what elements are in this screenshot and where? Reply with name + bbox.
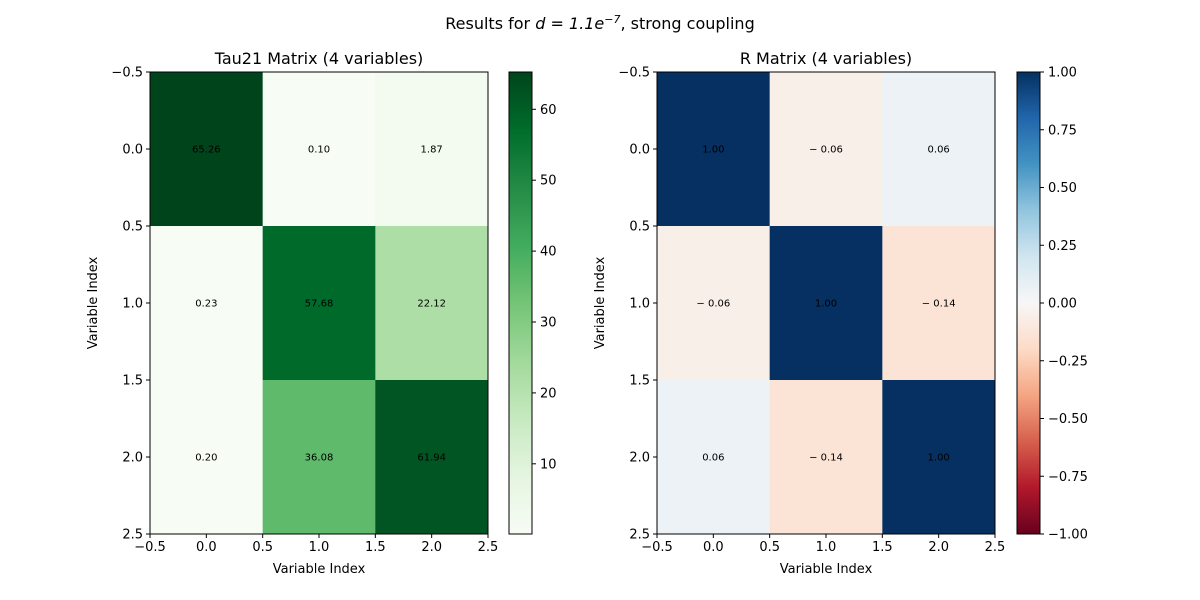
y-tick-label: 2.5	[629, 528, 650, 543]
cell-value-label: 36.08	[305, 453, 334, 464]
r-matrix-panel: 1.00 − 0.06 0.06 − 0.06 1.00 − 0.14 0.06 − 0.14…	[593, 49, 1088, 577]
y-tick-label: −0.5	[111, 66, 143, 81]
y-tick-label: 2.0	[629, 451, 650, 466]
x-axis-label: Variable Index	[780, 562, 873, 577]
colorbar-tick-label: 40	[540, 245, 557, 260]
figure-title-exponent: −7	[604, 13, 620, 26]
cell-value-label: 57.68	[305, 299, 334, 310]
heatmap-cell	[375, 226, 489, 381]
colorbar	[1016, 71, 1041, 535]
cell-value-label: 1.00	[928, 453, 950, 464]
x-tick-label: 2.0	[421, 540, 442, 555]
cell-value-label: 61.94	[417, 453, 446, 464]
cell-value-label: 65.26	[192, 145, 221, 156]
colorbar-tick-label: −0.75	[1048, 470, 1088, 485]
x-tick-label: 2.0	[928, 540, 949, 555]
cell-value-label: 1.00	[815, 299, 837, 310]
colorbar	[508, 71, 533, 535]
y-tick-label: 1.0	[122, 297, 143, 312]
y-tick-label: 0.0	[629, 143, 650, 158]
tau21-panel: 65.26 0.10 1.87 0.23 57.68 22.12 0.20 36.08 61.9…	[86, 49, 557, 577]
heatmap-cell	[769, 72, 883, 227]
x-tick-label: 0.5	[252, 540, 273, 555]
y-tick-label: 1.0	[629, 297, 650, 312]
heatmap-cell	[375, 380, 489, 535]
cell-value-label: 1.87	[421, 145, 443, 156]
y-tick-label: −0.5	[618, 66, 650, 81]
y-axis-label: Variable Index	[86, 256, 101, 349]
y-tick-label: 0.5	[122, 220, 143, 235]
colorbar-tick-label: 1.00	[1048, 66, 1077, 81]
colorbar-tick-label: 0.00	[1048, 297, 1077, 312]
colorbar-tick-label: 60	[540, 103, 557, 118]
x-tick-label: 1.0	[816, 540, 837, 555]
heatmap-cell	[375, 72, 489, 227]
heatmap-cell	[657, 226, 771, 381]
colorbar-tick-label: 0.75	[1048, 123, 1077, 138]
heatmap-cell	[150, 72, 264, 227]
y-tick-label: 1.5	[629, 374, 650, 389]
heatmap-cell	[769, 226, 883, 381]
colorbar-tick-label: 20	[540, 386, 557, 401]
x-tick-label: 0.0	[703, 540, 724, 555]
cell-value-label: − 0.14	[922, 299, 956, 310]
figure-title-math: d = 1.1e	[535, 14, 604, 33]
cell-value-label: 0.23	[195, 299, 217, 310]
colorbar-tick-label: 30	[540, 316, 557, 331]
colorbar-tick-label: 0.50	[1048, 181, 1077, 196]
y-axis-label: Variable Index	[593, 256, 608, 349]
heatmap-cell	[882, 380, 996, 535]
cell-value-label: − 0.14	[809, 453, 843, 464]
heatmap-cell	[882, 226, 996, 381]
y-tick-label: 1.5	[122, 374, 143, 389]
x-tick-label: 2.5	[478, 540, 499, 555]
x-tick-label: 1.0	[309, 540, 330, 555]
colorbar-tick-label: 50	[540, 174, 557, 189]
cell-value-label: 0.10	[308, 145, 330, 156]
heatmap-cell	[657, 72, 771, 227]
panel-title: R Matrix (4 variables)	[740, 49, 912, 68]
colorbar-tick-label: −1.00	[1048, 528, 1088, 543]
figure-title-suffix: , strong coupling	[620, 14, 754, 33]
colorbar-tick-label: −0.50	[1048, 412, 1088, 427]
x-tick-label: 1.5	[872, 540, 893, 555]
cell-value-label: 22.12	[417, 299, 446, 310]
heatmap-cell	[150, 226, 264, 381]
y-tick-label: 2.5	[122, 528, 143, 543]
x-tick-label: −0.5	[134, 540, 166, 555]
cell-value-label: 1.00	[702, 145, 724, 156]
y-tick-label: 2.0	[122, 451, 143, 466]
cell-value-label: 0.06	[702, 453, 724, 464]
x-tick-label: 1.5	[365, 540, 386, 555]
cell-value-label: 0.06	[928, 145, 950, 156]
x-tick-label: 0.5	[759, 540, 780, 555]
heatmap-cell	[657, 380, 771, 535]
heatmap-cell	[882, 72, 996, 227]
colorbar-tick-label: 0.25	[1048, 239, 1077, 254]
heatmap-cell	[262, 226, 376, 381]
heatmap-cell	[150, 380, 264, 535]
cell-value-label: − 0.06	[696, 299, 730, 310]
y-tick-label: 0.0	[122, 143, 143, 158]
figure-title-prefix: Results for	[445, 14, 535, 33]
heatmap-cell	[769, 380, 883, 535]
figure-title: Results for d = 1.1e−7, strong coupling	[445, 13, 754, 33]
cell-value-label: − 0.06	[809, 145, 843, 156]
colorbar-tick-label: −0.25	[1048, 354, 1088, 369]
heatmap-cell	[262, 380, 376, 535]
cell-value-label: 0.20	[195, 453, 217, 464]
y-tick-label: 0.5	[629, 220, 650, 235]
x-axis-label: Variable Index	[273, 562, 366, 577]
x-tick-label: 0.0	[196, 540, 217, 555]
x-tick-label: −0.5	[641, 540, 673, 555]
x-tick-label: 2.5	[985, 540, 1006, 555]
colorbar-tick-label: 10	[540, 457, 557, 472]
panel-title: Tau21 Matrix (4 variables)	[214, 49, 424, 68]
heatmap-cell	[262, 72, 376, 227]
